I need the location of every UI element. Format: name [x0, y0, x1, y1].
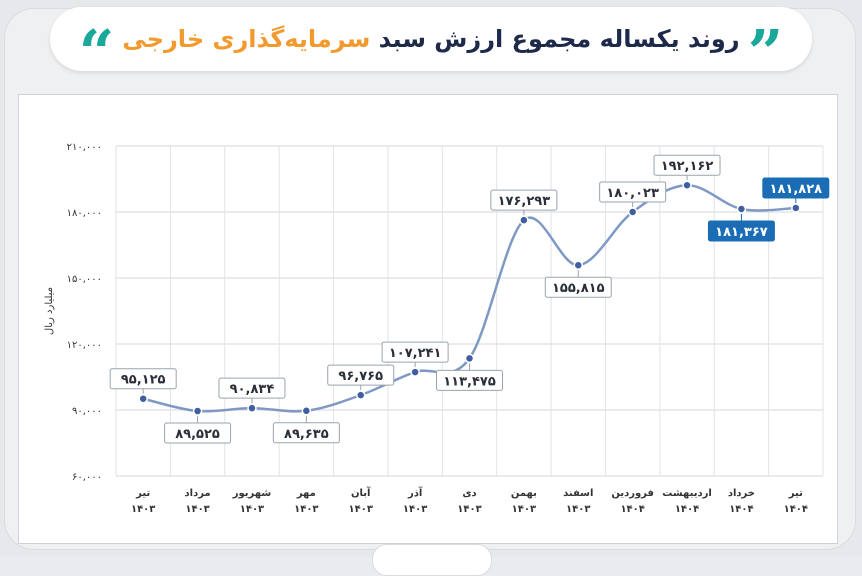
x-tick-year: ۱۴۰۳ [349, 504, 373, 515]
data-label: ۹۶,۷۶۵ [338, 369, 383, 384]
title-main: روند یکساله مجموع ارزش سبد [378, 25, 740, 53]
data-label-box [381, 341, 449, 363]
data-label: ۱۹۲,۱۶۲ [661, 159, 714, 174]
x-tick-label: تیر [788, 488, 803, 499]
data-label: ۱۰۷,۲۴۱ [389, 346, 442, 361]
x-tick-label: مرداد [185, 488, 211, 499]
x-tick-label: دی [462, 488, 476, 499]
series-line [142, 183, 796, 413]
data-label: ۱۱۳,۴۷۵ [443, 374, 496, 389]
data-label-box [327, 364, 395, 386]
data-point [573, 260, 584, 270]
x-tick-year: ۱۴۰۳ [240, 504, 264, 515]
y-tick-label: ۱۲۰,۰۰۰ [67, 340, 102, 351]
data-point [627, 207, 638, 217]
data-point [519, 215, 529, 225]
data-label: ۱۵۵,۸۱۵ [552, 281, 605, 296]
page-title: روند یکساله مجموع ارزش سبد سرمایه‌گذاری … [122, 25, 739, 53]
x-tick-year: ۱۴۰۳ [403, 504, 427, 515]
x-tick-label: فروردین [611, 488, 654, 499]
data-label: ۹۵,۱۲۵ [121, 373, 166, 388]
x-tick-year: ۱۴۰۳ [566, 504, 590, 515]
line-chart: ۶۰,۰۰۰ ۹۰,۰۰۰ ۱۲۰,۰۰۰ ۱۵۰,۰۰۰ ۱۸۰,۰۰۰ ۲۱۰,۰۰۰… [44, 142, 830, 515]
data-point [736, 204, 747, 214]
data-point [192, 406, 203, 416]
data-label-box [707, 220, 775, 242]
y-tick-label: ۹۰,۰۰۰ [72, 406, 102, 417]
x-tick-year: ۱۴۰۳ [131, 504, 155, 515]
data-label: ۸۹,۶۳۵ [284, 427, 329, 442]
data-label: ۹۰,۸۳۴ [230, 382, 275, 397]
data-label: ۸۹,۵۲۵ [175, 427, 220, 442]
data-point [682, 180, 692, 190]
x-tick-label: شهریور [232, 488, 272, 499]
x-tick-year: ۱۴۰۳ [185, 504, 209, 515]
x-tick-label: تیر [135, 488, 150, 499]
x-tick-year: ۱۴۰۳ [457, 504, 481, 515]
data-label-box [653, 154, 721, 176]
y-tick-label: ۱۸۰,۰۰۰ [67, 208, 102, 219]
y-axis-label: میلیارد ریال [44, 287, 55, 335]
x-tick-year: ۱۴۰۴ [675, 504, 699, 515]
data-label-box [109, 368, 177, 390]
data-label: ۱۷۶,۲۹۳ [498, 194, 551, 209]
data-label-box [164, 422, 232, 444]
x-tick-year: ۱۴۰۴ [784, 504, 808, 515]
y-tick-label: ۱۵۰,۰۰۰ [67, 274, 102, 285]
data-label-box [272, 422, 340, 444]
data-label-box [544, 276, 612, 298]
data-label: ۱۸۱,۸۲۸ [770, 182, 823, 197]
data-label-box [490, 189, 558, 211]
x-tick-year: ۱۴۰۳ [512, 504, 536, 515]
data-label-box [218, 377, 286, 399]
x-tick-label: آبان [351, 486, 371, 499]
x-tick-year: ۱۴۰۳ [294, 504, 318, 515]
x-tick-year: ۱۴۰۴ [729, 504, 753, 515]
x-tick-year: ۱۴۰۴ [620, 504, 644, 515]
x-tick-label: آذر [407, 486, 423, 499]
y-tick-label: ۶۰,۰۰۰ [72, 472, 102, 483]
x-tick-label: مهر [296, 488, 316, 499]
y-tick-label: ۲۱۰,۰۰۰ [67, 142, 102, 153]
data-point [464, 353, 475, 364]
data-point [410, 367, 420, 377]
x-tick-label: اسفند [563, 488, 593, 499]
data-label-box [599, 181, 667, 203]
data-point [355, 390, 366, 400]
data-label-box [762, 177, 830, 199]
data-label: ۱۸۰,۰۲۳ [606, 186, 659, 201]
title-highlight: سرمایه‌گذاری خارجی [122, 25, 371, 53]
x-tick-label: خرداد [728, 488, 755, 499]
data-point [138, 393, 148, 404]
data-label: ۱۸۱,۳۶۷ [715, 225, 768, 240]
data-point [247, 403, 257, 413]
data-point [791, 203, 801, 213]
x-tick-label: اردیبهشت [662, 488, 712, 499]
x-tick-label: بهمن [511, 488, 537, 499]
data-label-box [436, 369, 503, 391]
data-point [301, 406, 312, 416]
